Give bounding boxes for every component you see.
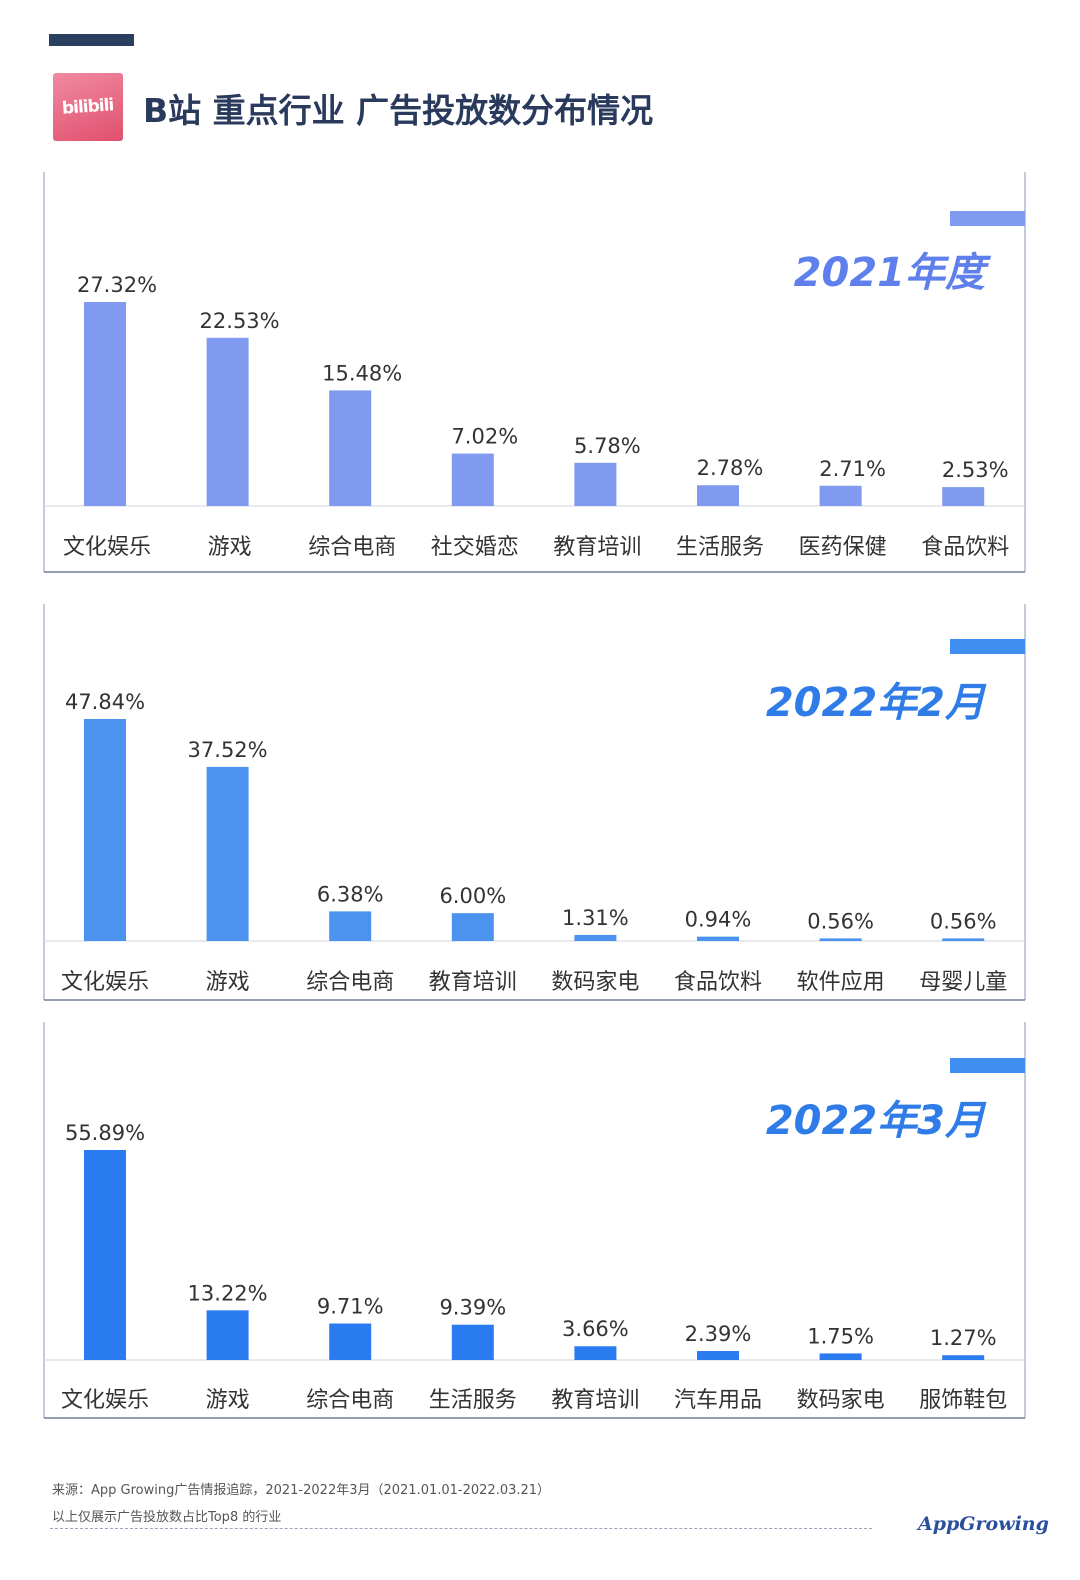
period-label: 2021年度 (794, 250, 992, 296)
category-label: 教育培训 (553, 535, 641, 560)
bar-3 (329, 1323, 372, 1360)
category-label: 综合电商 (306, 1388, 394, 1413)
charts-canvas: 2021年度 27.32% 文化娱乐 22.53% 游戏 15.48% 综合电商 7.02% 社… (43, 172, 1026, 1419)
bar-2 (206, 337, 249, 506)
category-label: 食品饮料 (674, 970, 762, 995)
value-label: 9.71% (317, 1295, 384, 1319)
category-label: 服饰鞋包 (919, 1388, 1007, 1413)
category-label: 母婴儿童 (919, 970, 1007, 995)
category-label: 数码家电 (551, 970, 639, 995)
period-accent-tab (950, 1058, 1025, 1073)
footer-note: 以上仅展示广告投放数占比Top8 的行业 (52, 1510, 282, 1525)
bar-5 (574, 934, 617, 941)
value-label: 6.00% (439, 884, 506, 908)
value-label: 2.39% (685, 1322, 752, 1346)
bar-2 (206, 766, 249, 941)
category-label: 教育培训 (429, 970, 517, 995)
period-accent-tab (950, 211, 1025, 226)
period-label: 2022年3月 (766, 1098, 987, 1144)
value-label: 3.66% (562, 1317, 629, 1341)
bar-2 (206, 1310, 249, 1360)
value-label: 2.53% (942, 458, 1009, 482)
category-label: 文化娱乐 (61, 970, 149, 995)
bilibili-logo: bilibili (53, 73, 123, 141)
bar-8 (942, 938, 985, 941)
bar-4 (451, 453, 494, 506)
bar-3 (329, 390, 372, 506)
bar-3 (329, 911, 372, 941)
bar-7 (819, 938, 862, 941)
value-label: 2.71% (819, 457, 886, 481)
bar-1 (84, 1150, 126, 1360)
value-label: 2.78% (697, 456, 764, 480)
category-label: 软件应用 (797, 970, 885, 995)
category-label: 游戏 (206, 970, 250, 995)
bar-5 (574, 1346, 617, 1360)
value-label: 13.22% (188, 1281, 268, 1305)
category-label: 社交婚恋 (431, 535, 519, 560)
value-label: 37.52% (188, 738, 268, 762)
category-label: 文化娱乐 (61, 1388, 149, 1413)
category-label: 食品饮料 (921, 535, 1009, 560)
bar-4 (451, 1324, 494, 1360)
chart-panel-0 (44, 172, 1025, 572)
value-label: 27.32% (77, 273, 157, 297)
category-label: 生活服务 (429, 1388, 517, 1413)
value-label: 9.39% (439, 1296, 506, 1320)
period-accent-tab (950, 639, 1025, 654)
category-label: 医药保健 (799, 535, 887, 560)
bar-7 (819, 1353, 862, 1360)
value-label: 22.53% (200, 309, 280, 333)
value-label: 1.75% (807, 1324, 874, 1348)
footer-source: 来源：App Growing广告情报追踪，2021-2022年3月（2021.0… (52, 1483, 551, 1498)
category-label: 数码家电 (797, 1388, 885, 1413)
bar-6 (697, 485, 739, 506)
category-label: 文化娱乐 (63, 535, 151, 560)
value-label: 1.27% (930, 1326, 997, 1350)
header-accent-bar (49, 34, 134, 46)
chart-panel-2 (44, 1022, 1025, 1418)
period-label: 2022年2月 (766, 680, 987, 726)
footer-divider (50, 1528, 872, 1529)
bar-4 (451, 913, 494, 941)
value-label: 5.78% (574, 434, 641, 458)
bar-6 (697, 1351, 739, 1360)
value-label: 15.48% (322, 361, 402, 385)
page-title: B站 重点行业 广告投放数分布情况 (143, 91, 654, 130)
category-label: 游戏 (208, 535, 252, 560)
value-label: 0.56% (930, 909, 997, 933)
bar-1 (84, 719, 126, 941)
bar-8 (942, 487, 985, 506)
value-label: 0.56% (807, 909, 874, 933)
value-label: 7.02% (451, 425, 518, 449)
bar-1 (84, 302, 126, 506)
category-label: 汽车用品 (674, 1388, 762, 1413)
appgrowing-logo: AppGrowing (918, 1513, 1049, 1535)
value-label: 0.94% (685, 908, 752, 932)
category-label: 综合电商 (306, 970, 394, 995)
bar-6 (697, 936, 739, 941)
bar-7 (819, 485, 862, 506)
category-label: 综合电商 (308, 535, 396, 560)
value-label: 47.84% (65, 690, 145, 714)
category-label: 生活服务 (676, 535, 764, 560)
bar-5 (574, 462, 617, 506)
bar-8 (942, 1355, 985, 1360)
value-label: 55.89% (65, 1121, 145, 1145)
value-label: 6.38% (317, 882, 384, 906)
category-label: 教育培训 (551, 1388, 639, 1413)
value-label: 1.31% (562, 906, 629, 930)
category-label: 游戏 (206, 1388, 250, 1413)
